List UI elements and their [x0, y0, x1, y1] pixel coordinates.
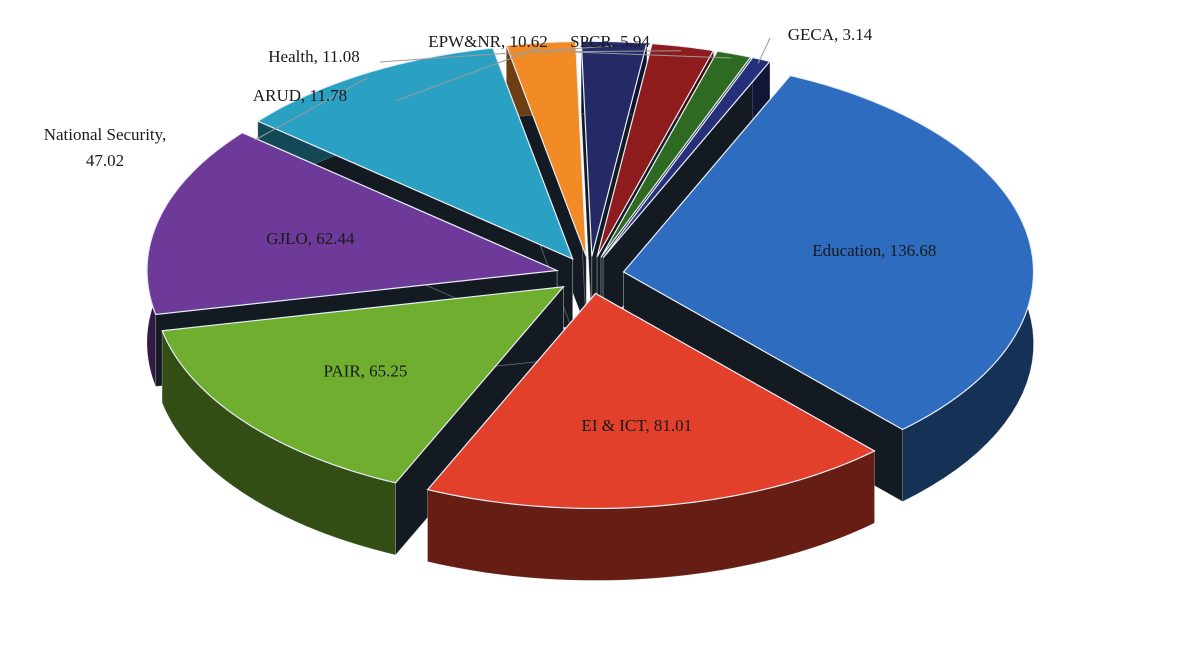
data-label-epw-nr: EPW&NR, 10.62: [428, 32, 547, 51]
slice-epw-nr: [596, 43, 715, 258]
slice-spcr: [600, 50, 752, 258]
slice-arud: [505, 40, 587, 257]
data-label-spcr: SPCR, 5.94: [570, 32, 650, 51]
slice-pair: [161, 285, 565, 484]
leader-line-spcr: [572, 51, 732, 59]
leader-line-national-security: [254, 77, 368, 141]
data-label-national-security-line-0: National Security,: [44, 125, 167, 144]
slice-ei-ict: [426, 292, 876, 510]
slice-gjlo: [146, 132, 560, 316]
data-label-ei-ict: EI & ICT, 81.01: [581, 416, 692, 435]
leader-line-arud: [394, 46, 542, 102]
slice-geca: [602, 56, 771, 259]
data-label-education: Education, 136.68: [812, 241, 936, 260]
slice-education: [622, 74, 1035, 431]
pie-tops: [146, 40, 1035, 510]
data-label-gjlo: GJLO, 62.44: [266, 229, 355, 248]
leader-line-geca: [757, 37, 771, 64]
slice-health: [580, 40, 648, 257]
data-label-pair: PAIR, 65.25: [324, 361, 408, 380]
data-label-arud: ARUD, 11.78: [253, 86, 347, 105]
leader-line-health: [379, 45, 614, 63]
data-label-health: Health, 11.08: [268, 47, 359, 66]
leader-line-epw-nr: [525, 50, 682, 53]
pie-labels: Education, 136.68 EI & ICT, 81.01 PAIR, 65…: [44, 25, 937, 435]
data-label-national-security-line-1: 47.02: [86, 151, 124, 170]
data-label-geca: GECA, 3.14: [788, 25, 873, 44]
slice-national-security: [256, 47, 574, 261]
